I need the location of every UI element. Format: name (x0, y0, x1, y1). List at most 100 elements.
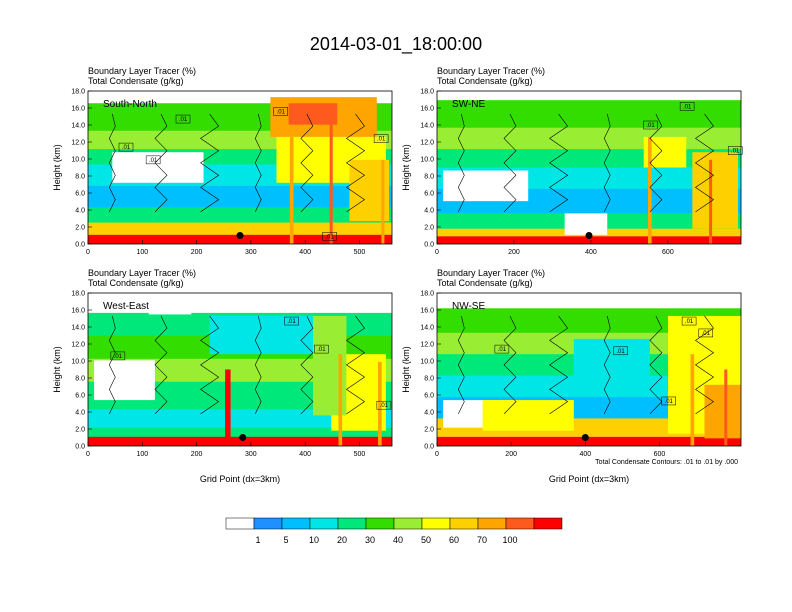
contour-label-box (145, 155, 161, 165)
x-tick-label: 0 (435, 249, 439, 256)
contour-label: .01 (646, 123, 655, 129)
y-tick-label: 10.0 (71, 157, 85, 164)
field-band (437, 293, 741, 312)
contour-label-box (698, 328, 714, 338)
y-tick-label: 0.0 (424, 242, 434, 249)
colorbar-box (449, 517, 479, 530)
panel-south-north: Boundary Layer Tracer (%)Total Condensat… (52, 66, 393, 256)
contour-label-box (322, 232, 337, 241)
x-tick-label: 0 (86, 451, 90, 458)
contour-label: .01 (179, 117, 188, 123)
colorbar-box (477, 517, 507, 530)
contour-label-box (494, 344, 510, 354)
y-tick-label: 18.0 (420, 291, 434, 298)
contour-line (108, 113, 116, 213)
contour-line (649, 113, 663, 213)
panel-title-line: Boundary Layer Tracer (%) (437, 66, 545, 76)
y-tick-label: 16.0 (71, 106, 85, 113)
contour-label: .01 (665, 399, 674, 405)
panel-title-line: Total Condensate (g/kg) (88, 76, 184, 86)
field-band (88, 234, 392, 244)
x-tick-label: 100 (136, 451, 148, 458)
x-tick-label: 600 (654, 451, 666, 458)
tracer-plume (338, 354, 343, 446)
panels: Boundary Layer Tracer (%)Total Condensat… (52, 66, 743, 484)
contour-label-box (661, 396, 676, 406)
contour-line (300, 315, 314, 415)
y-tick-label: 12.0 (420, 140, 434, 147)
contour-label: .01 (114, 354, 123, 360)
contour-label: .01 (149, 158, 158, 164)
x-tick-label: 200 (505, 451, 517, 458)
colorbar-box (337, 517, 367, 530)
contour-lines (108, 315, 366, 415)
colorbar-label: 40 (393, 535, 403, 545)
panel-west-east: Boundary Layer Tracer (%)Total Condensat… (52, 268, 393, 484)
y-tick-label: 14.0 (420, 325, 434, 332)
colorbar-box (253, 517, 283, 530)
contour-label-box (681, 316, 697, 326)
contour-label: .01 (685, 319, 694, 325)
contour-line (200, 113, 220, 213)
field-band (564, 213, 608, 235)
field-band (88, 436, 392, 446)
field-band (148, 293, 192, 315)
field-band (209, 315, 332, 355)
contour-label-box (284, 316, 299, 326)
tracer-plume (225, 369, 231, 446)
x-tick-label: 200 (191, 249, 203, 256)
tracer-plume (378, 361, 382, 446)
field-band (437, 436, 741, 446)
y-tick-label: 18.0 (420, 89, 434, 96)
contour-label-box (643, 120, 658, 130)
y-tick-label: 10.0 (420, 359, 434, 366)
y-tick-label: 12.0 (420, 342, 434, 349)
field-band (573, 338, 650, 385)
colorbar-box (309, 517, 339, 530)
contour-label-box (175, 114, 191, 124)
contour-label: .01 (317, 347, 326, 353)
contour-line (254, 113, 262, 213)
x-tick-label: 400 (299, 451, 311, 458)
colorbar-label: 20 (337, 535, 347, 545)
tracer-plume (690, 354, 695, 446)
x-tick-label: 200 (508, 249, 520, 256)
y-tick-label: 12.0 (71, 140, 85, 147)
heatmap-field (437, 91, 741, 244)
contour-line (694, 315, 715, 415)
x-tick-label: 0 (86, 249, 90, 256)
contour-label: .01 (616, 349, 625, 355)
contour-lines (457, 113, 715, 213)
contour-line (549, 113, 569, 213)
contour-label: .01 (325, 234, 334, 240)
y-tick-label: 16.0 (420, 106, 434, 113)
tracer-plume (289, 136, 294, 244)
colorbar-label: 100 (502, 535, 517, 545)
contour-label-box (679, 102, 695, 111)
contour-label: .01 (683, 104, 692, 110)
colorbar-label: 10 (309, 535, 319, 545)
y-tick-label: 10.0 (420, 157, 434, 164)
field-band (112, 152, 204, 183)
field-band (288, 103, 338, 125)
y-tick-label: 14.0 (71, 325, 85, 332)
location-marker (581, 434, 589, 441)
contour-line (603, 113, 611, 213)
y-tick-label: 16.0 (71, 308, 85, 315)
panel-title-line: Total Condensate (g/kg) (437, 76, 533, 86)
x-tick-label: 300 (245, 249, 257, 256)
contour-line (154, 315, 168, 415)
colorbar-label: 30 (365, 535, 375, 545)
y-tick-label: 8.0 (424, 376, 434, 383)
y-tick-label: 8.0 (424, 174, 434, 181)
contour-line (300, 113, 314, 213)
figure-title: 2014-03-01_18:00:00 (310, 34, 482, 55)
contour-line (457, 113, 465, 213)
plot-frame (436, 90, 742, 245)
contour-line (694, 113, 715, 213)
panel-title-line: Total Condensate (g/kg) (88, 278, 184, 288)
contour-line (345, 113, 366, 213)
field-band (88, 222, 392, 237)
y-tick-label: 2.0 (75, 225, 85, 232)
